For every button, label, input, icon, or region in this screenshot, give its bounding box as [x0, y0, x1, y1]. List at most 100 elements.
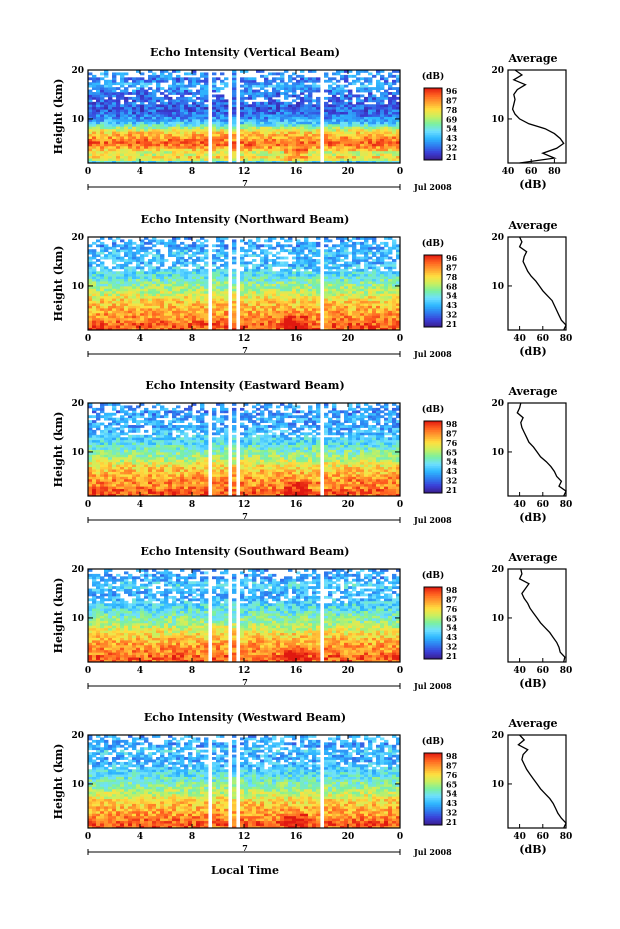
- heatmap-cell: [296, 82, 301, 86]
- heatmap-cell: [248, 322, 253, 326]
- heatmap-cell: [196, 310, 201, 314]
- heatmap-cell: [156, 305, 161, 309]
- heatmap-cell: [192, 84, 197, 88]
- heatmap-cell: [324, 327, 329, 331]
- heatmap-cell: [252, 79, 257, 83]
- heatmap-cell: [296, 285, 301, 289]
- heatmap-cell: [188, 293, 193, 297]
- heatmap-cell: [300, 104, 305, 108]
- heatmap-cell: [368, 121, 373, 125]
- heatmap-cell: [204, 87, 209, 90]
- heatmap-cell: [152, 109, 157, 113]
- heatmap-cell: [388, 327, 393, 331]
- heatmap-cell: [192, 283, 197, 287]
- heatmap-cell: [340, 94, 345, 98]
- heatmap-cell: [328, 140, 333, 144]
- heatmap-cell: [132, 266, 137, 270]
- heatmap-cell: [292, 263, 297, 267]
- heatmap-cell: [348, 266, 353, 270]
- heatmap-cell: [336, 87, 341, 90]
- heatmap-cell: [92, 312, 97, 316]
- heatmap-cell: [360, 84, 365, 88]
- heatmap-cell: [200, 150, 205, 154]
- heatmap-cell: [100, 251, 105, 255]
- heatmap-cell: [308, 111, 313, 115]
- heatmap-cell: [348, 104, 353, 108]
- heatmap-cell: [256, 155, 261, 159]
- heatmap-cell: [328, 158, 333, 161]
- heatmap-cell: [300, 244, 305, 248]
- heatmap-cell: [192, 259, 197, 262]
- heatmap-cell: [224, 303, 229, 306]
- heatmap-cell: [328, 79, 333, 83]
- heatmap-cell: [240, 99, 245, 103]
- heatmap-cell: [196, 303, 201, 306]
- heatmap-cell: [304, 298, 309, 302]
- heatmap-cell: [336, 126, 341, 130]
- heatmap-cell: [204, 84, 209, 88]
- heatmap-cell: [360, 295, 365, 299]
- heatmap-cell: [176, 128, 181, 132]
- heatmap-cell: [336, 92, 341, 95]
- heatmap-cell: [300, 74, 305, 78]
- heatmap-cell: [340, 92, 345, 95]
- heatmap-cell: [348, 131, 353, 135]
- heatmap-cell: [164, 109, 169, 113]
- heatmap-cell: [116, 259, 121, 262]
- heatmap-cell: [212, 276, 217, 280]
- heatmap-cell: [284, 283, 289, 287]
- heatmap-cell: [156, 138, 161, 142]
- heatmap-cell: [104, 300, 109, 304]
- heatmap-cell: [216, 305, 221, 309]
- heatmap-cell: [344, 271, 349, 275]
- heatmap-cell: [272, 126, 277, 130]
- heatmap-cell: [124, 305, 129, 309]
- heatmap-cell: [268, 140, 273, 144]
- heatmap-cell: [100, 126, 105, 130]
- heatmap-cell: [288, 312, 293, 316]
- heatmap-cell: [252, 143, 257, 147]
- heatmap-cell: [108, 126, 113, 130]
- heatmap-cell: [112, 322, 117, 326]
- heatmap-cell: [172, 70, 177, 73]
- heatmap-cell: [148, 121, 153, 125]
- heatmap-cell: [140, 266, 145, 270]
- heatmap-cell: [116, 114, 121, 117]
- heatmap-cell: [88, 276, 93, 280]
- heatmap-cell: [296, 263, 301, 267]
- heatmap-cell: [120, 266, 125, 270]
- heatmap-cell: [216, 315, 221, 319]
- heatmap-cell: [384, 118, 389, 122]
- heatmap-cell: [284, 239, 289, 243]
- heatmap-cell: [276, 94, 281, 98]
- heatmap-cell: [104, 312, 109, 316]
- heatmap-cell: [368, 310, 373, 314]
- heatmap-cell: [124, 241, 129, 245]
- heatmap-cell: [204, 312, 209, 316]
- heatmap-cell: [264, 303, 269, 306]
- heatmap-cell: [372, 145, 377, 149]
- heatmap-cell: [148, 278, 153, 282]
- heatmap-cell: [232, 92, 237, 95]
- heatmap-cell: [184, 109, 189, 113]
- heatmap-cell: [112, 244, 117, 248]
- heatmap-cell: [128, 140, 133, 144]
- heatmap-cell: [372, 266, 377, 270]
- heatmap-cell: [300, 315, 305, 319]
- heatmap-cell: [120, 307, 125, 311]
- heatmap-cell: [240, 315, 245, 319]
- heatmap-cell: [276, 106, 281, 110]
- heatmap-cell: [248, 92, 253, 95]
- heatmap-cell: [100, 276, 105, 280]
- heatmap-cell: [316, 153, 321, 157]
- heatmap-cell: [364, 268, 369, 272]
- heatmap-cell: [288, 150, 293, 154]
- heatmap-cell: [140, 285, 145, 289]
- heatmap-cell: [196, 109, 201, 113]
- heatmap-cell: [132, 281, 137, 284]
- heatmap-cell: [220, 259, 225, 262]
- heatmap-cell: [304, 271, 309, 275]
- heatmap-cell: [392, 106, 397, 110]
- heatmap-cell: [300, 298, 305, 302]
- heatmap-cell: [292, 312, 297, 316]
